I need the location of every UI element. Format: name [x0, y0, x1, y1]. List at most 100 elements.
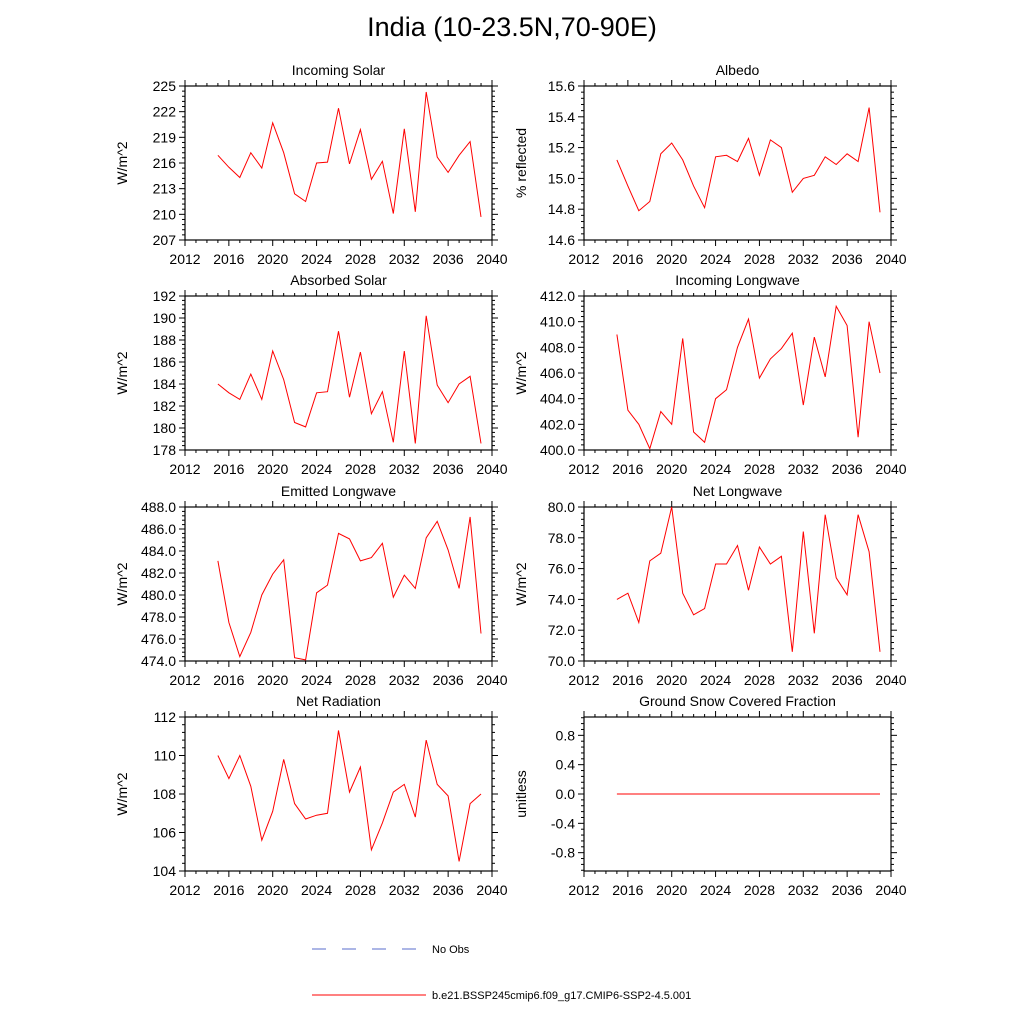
- x-tick-label: 2028: [744, 882, 775, 898]
- y-axis-label: W/m^2: [114, 141, 130, 184]
- y-tick-label: -0.4: [551, 815, 575, 831]
- x-tick-label: 2040: [875, 251, 906, 267]
- x-tick-label: 2016: [612, 882, 643, 898]
- y-tick-label: 474.0: [141, 653, 176, 669]
- y-tick-label: 70.0: [548, 653, 575, 669]
- y-tick-label: 406.0: [540, 365, 575, 381]
- x-tick-label: 2032: [389, 672, 420, 688]
- x-tick-label: 2040: [476, 461, 507, 477]
- x-tick-label: 2032: [389, 461, 420, 477]
- x-tick-label: 2028: [744, 672, 775, 688]
- x-tick-label: 2032: [389, 882, 420, 898]
- y-tick-label: 216: [153, 155, 177, 171]
- panel-title: Incoming Solar: [292, 62, 386, 78]
- y-tick-label: 480.0: [141, 587, 176, 603]
- x-tick-label: 2036: [433, 461, 464, 477]
- x-tick-label: 2032: [788, 672, 819, 688]
- y-tick-label: 190: [153, 310, 177, 326]
- chart-panel-6: Net Radiation W/m^2 2012 2016 2020 2024 2028 20…: [114, 693, 508, 898]
- series-line-0: [616, 107, 881, 213]
- x-tick-label: 2040: [875, 882, 906, 898]
- x-tick-label: 2020: [257, 461, 288, 477]
- y-tick-label: 410.0: [540, 314, 575, 330]
- plot-frame: [184, 295, 493, 451]
- y-tick-label: 482.0: [141, 565, 176, 581]
- chart-panel-2: Absorbed Solar W/m^2 2012 2016 2020 2024 2028 2…: [114, 272, 508, 477]
- x-tick-label: 2016: [612, 251, 643, 267]
- x-tick-label: 2036: [433, 882, 464, 898]
- x-tick-label: 2032: [389, 251, 420, 267]
- x-tick-label: 2032: [788, 882, 819, 898]
- x-tick-label: 2024: [700, 461, 731, 477]
- series-line-0: [217, 91, 482, 217]
- x-tick-label: 2012: [169, 461, 200, 477]
- y-tick-label: 207: [153, 232, 177, 248]
- x-tick-label: 2032: [788, 251, 819, 267]
- series-line-0: [217, 730, 482, 862]
- y-tick-label: 484.0: [141, 543, 176, 559]
- x-tick-label: 2020: [257, 251, 288, 267]
- y-tick-label: 182: [153, 398, 177, 414]
- legend-label-model-run: b.e21.BSSP245cmip6.f09_g17.CMIP6-SSP2-4.…: [432, 990, 691, 1002]
- y-tick-label: 210: [153, 206, 177, 222]
- y-tick-label: 112: [154, 709, 177, 725]
- plot-frame: [583, 506, 892, 662]
- plot-frame: [184, 506, 493, 662]
- y-tick-label: 222: [153, 104, 177, 120]
- x-tick-label: 2012: [568, 251, 599, 267]
- y-tick-label: 106: [153, 825, 177, 841]
- y-tick-label: 0.4: [556, 757, 576, 773]
- y-axis-label: W/m^2: [513, 562, 529, 605]
- x-tick-label: 2036: [832, 251, 863, 267]
- y-tick-label: 219: [153, 129, 177, 145]
- y-tick-label: 192: [153, 288, 177, 304]
- x-tick-label: 2012: [169, 251, 200, 267]
- y-axis-label: unitless: [513, 770, 529, 817]
- plot-frame: [583, 85, 892, 241]
- chart-panel-1: Albedo % reflected 2012 2016 2020 2024 2028 203…: [513, 62, 907, 267]
- y-tick-label: 225: [153, 78, 177, 94]
- panel-title: Absorbed Solar: [290, 272, 387, 288]
- y-tick-label: 15.6: [548, 78, 575, 94]
- figure-title: India (10-23.5N,70-90E): [367, 12, 657, 42]
- x-tick-label: 2032: [788, 461, 819, 477]
- y-tick-label: 402.0: [540, 416, 575, 432]
- y-tick-label: 14.8: [548, 201, 575, 217]
- x-tick-label: 2012: [568, 461, 599, 477]
- x-tick-label: 2020: [257, 882, 288, 898]
- y-tick-label: 0.8: [556, 727, 576, 743]
- y-tick-label: 180: [153, 420, 177, 436]
- x-tick-label: 2016: [213, 251, 244, 267]
- x-tick-label: 2028: [345, 882, 376, 898]
- x-tick-label: 2036: [832, 461, 863, 477]
- chart-panel-5: Net Longwave W/m^2 2012 2016 2020 2024 2028 203…: [513, 483, 907, 688]
- x-tick-label: 2016: [213, 882, 244, 898]
- y-tick-label: 14.6: [548, 232, 575, 248]
- x-tick-label: 2016: [612, 672, 643, 688]
- chart-panel-3: Incoming Longwave W/m^2 2012 2016 2020 2024 20…: [513, 272, 907, 477]
- y-tick-label: 110: [154, 748, 177, 764]
- x-tick-label: 2040: [476, 251, 507, 267]
- y-axis-label: W/m^2: [114, 351, 130, 394]
- panel-title: Emitted Longwave: [281, 483, 396, 499]
- y-axis-label: W/m^2: [114, 562, 130, 605]
- x-tick-label: 2024: [301, 461, 332, 477]
- y-tick-label: 478.0: [141, 609, 176, 625]
- panel-title: Ground Snow Covered Fraction: [639, 693, 836, 709]
- y-tick-label: 486.0: [141, 521, 176, 537]
- x-tick-label: 2012: [568, 672, 599, 688]
- series-line-0: [616, 304, 881, 451]
- y-tick-label: 15.4: [548, 109, 575, 125]
- chart-panel-0: Incoming Solar W/m^2 2012 2016 2020 2024 2028 2…: [114, 62, 508, 267]
- series-line-0: [217, 315, 482, 444]
- chart-panel-4: Emitted Longwave W/m^2 2012 2016 2020 2024 202…: [114, 483, 508, 688]
- y-tick-label: 72.0: [548, 622, 575, 638]
- y-axis-label: W/m^2: [114, 772, 130, 815]
- y-tick-label: 104: [153, 863, 177, 879]
- y-tick-label: 74.0: [548, 591, 575, 607]
- panel-title: Incoming Longwave: [675, 272, 800, 288]
- x-tick-label: 2012: [169, 882, 200, 898]
- panel-title: Net Radiation: [296, 693, 381, 709]
- y-tick-label: 404.0: [540, 391, 575, 407]
